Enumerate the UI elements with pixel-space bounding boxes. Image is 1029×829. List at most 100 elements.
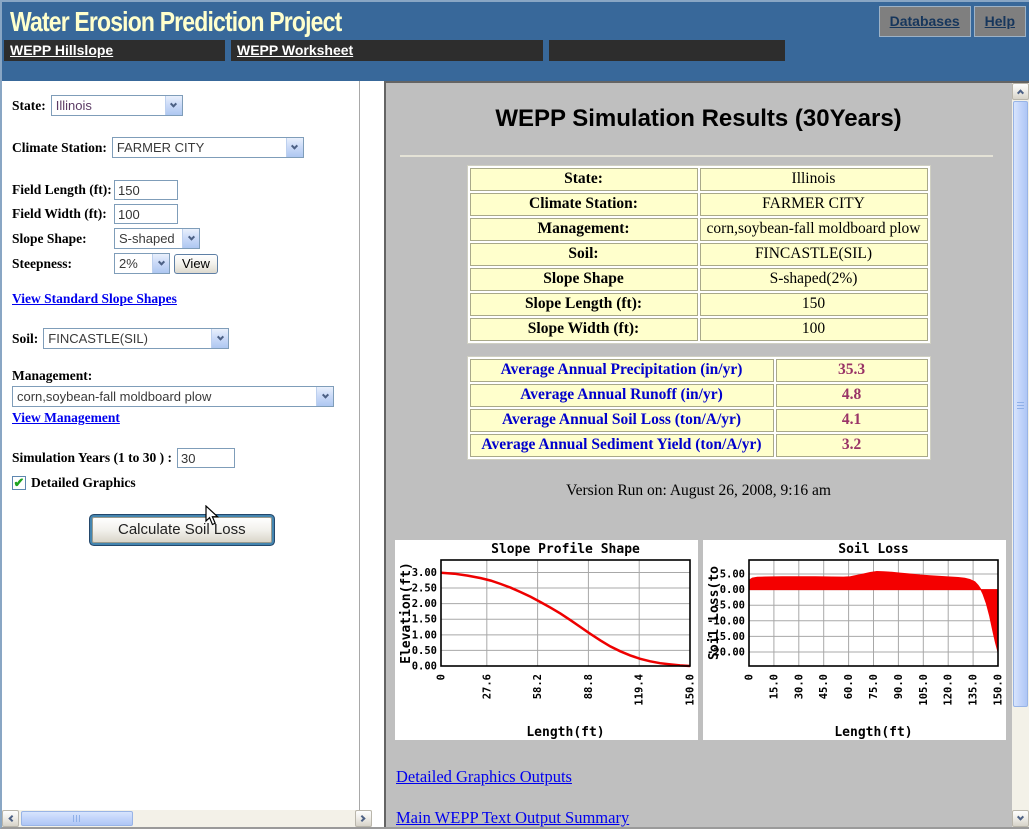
simulation-years-label: Simulation Years (1 to 30 ) :: [12, 450, 172, 465]
row-label: Slope Width (ft):: [469, 318, 698, 341]
field-length-input[interactable]: [114, 180, 178, 200]
table-row: Management: corn,soybean-fall moldboard p…: [469, 218, 928, 241]
scroll-right-button[interactable]: [355, 810, 372, 827]
scroll-down-button[interactable]: [1012, 810, 1029, 827]
svg-text:Length(ft): Length(ft): [834, 725, 912, 740]
table-row: State: Illinois: [469, 168, 928, 191]
svg-text:1.50: 1.50: [412, 614, 437, 626]
main-wepp-text-output-link[interactable]: Main WEPP Text Output Summary: [396, 808, 630, 827]
horizontal-scrollbar[interactable]: [2, 810, 372, 827]
row-label: Average Annual Precipitation (in/yr): [469, 359, 774, 382]
tab-wepp-hillslope[interactable]: WEPP Hillslope: [4, 40, 225, 61]
svg-text:3.00: 3.00: [412, 567, 437, 579]
state-label: State:: [12, 97, 46, 113]
vertical-scrollbar-thumb[interactable]: [1013, 101, 1028, 707]
table-row: Average Annual Soil Loss (ton/A/yr) 4.1: [469, 409, 928, 432]
svg-text:2.00: 2.00: [412, 598, 437, 610]
calculate-soil-loss-button[interactable]: Calculate Soil Loss: [92, 517, 272, 543]
view-management-link[interactable]: View Management: [12, 410, 120, 425]
app-title: Water Erosion Prediction Project: [10, 6, 342, 37]
svg-text:119.4: 119.4: [634, 674, 646, 706]
svg-text:Soil Loss(to: Soil Loss(to: [707, 566, 722, 660]
svg-text:Slope Profile Shape: Slope Profile Shape: [491, 542, 640, 557]
steepness-select[interactable]: 2%: [114, 253, 170, 274]
svg-text:-20.00: -20.00: [707, 646, 745, 658]
databases-button[interactable]: Databases: [878, 6, 971, 37]
svg-text:0: 0: [436, 674, 448, 680]
help-button[interactable]: Help: [973, 6, 1026, 37]
table-row: Slope Width (ft): 100: [469, 318, 928, 341]
svg-text:-15.00: -15.00: [707, 631, 745, 643]
detailed-graphics-outputs-link[interactable]: Detailed Graphics Outputs: [396, 767, 572, 786]
row-value: 4.8: [775, 384, 928, 407]
row-value: 100: [699, 318, 928, 341]
vertical-scrollbar[interactable]: [1012, 83, 1029, 827]
svg-text:5.00: 5.00: [720, 569, 745, 581]
detailed-graphics-checkbox[interactable]: ✔: [12, 476, 26, 490]
field-width-input[interactable]: [114, 204, 178, 224]
detailed-graphics-label: Detailed Graphics: [31, 475, 136, 490]
table-row: Average Annual Runoff (in/yr) 4.8: [469, 384, 928, 407]
management-label: Management:: [12, 368, 93, 383]
results-title: WEPP Simulation Results (30Years): [495, 105, 902, 132]
chevron-down-icon[interactable]: [316, 387, 333, 406]
row-label: Average Annual Sediment Yield (ton/A/yr): [469, 434, 774, 457]
tab-wepp-worksheet[interactable]: WEPP Worksheet: [231, 40, 543, 61]
view-standard-slope-shapes-link[interactable]: View Standard Slope Shapes: [12, 291, 177, 306]
charts-row: 0.00 0.50 1.00 1.50 2.00 2.50 3.00 0 27.6 58.2 88.…: [395, 540, 1006, 740]
table-row: Slope Length (ft): 150: [469, 293, 928, 316]
row-label: State:: [469, 168, 698, 191]
horizontal-scrollbar-thumb[interactable]: [21, 811, 133, 826]
slope-shape-label: Slope Shape:: [12, 230, 87, 246]
row-label: Management:: [469, 218, 698, 241]
svg-text:150.0: 150.0: [993, 674, 1005, 706]
scroll-left-button[interactable]: [2, 810, 19, 827]
svg-text:15.0: 15.0: [768, 674, 780, 699]
svg-text:58.2: 58.2: [532, 674, 544, 699]
soil-select[interactable]: FINCASTLE(SIL): [43, 328, 230, 349]
panel-divider: [359, 81, 360, 810]
svg-text:150.0: 150.0: [685, 674, 697, 706]
chevron-down-icon[interactable]: [285, 138, 303, 157]
table-row: Climate Station: FARMER CITY: [469, 193, 928, 216]
table-row: Soil: FINCASTLE(SIL): [469, 243, 928, 266]
svg-text:0.00: 0.00: [412, 661, 437, 673]
field-width-label: Field Width (ft):: [12, 206, 107, 221]
table-row: Average Annual Sediment Yield (ton/A/yr)…: [469, 434, 928, 457]
climate-station-select[interactable]: FARMER CITY: [111, 137, 304, 158]
svg-text:30.0: 30.0: [793, 674, 805, 699]
chevron-down-icon[interactable]: [164, 96, 182, 115]
soil-loss-chart: 5.00 0.00 -5.00 -10.00 -15.00 -20.00 0 15.0 30.0…: [703, 540, 1006, 740]
svg-text:60.0: 60.0: [843, 674, 855, 699]
management-select[interactable]: corn,soybean-fall moldboard plow: [12, 386, 334, 407]
scroll-up-button[interactable]: [1012, 83, 1029, 100]
svg-text:2.50: 2.50: [412, 583, 437, 595]
field-length-label: Field Length (ft):: [12, 182, 112, 197]
state-select[interactable]: Illinois: [50, 95, 183, 116]
panel-gap: [372, 81, 384, 827]
chevron-down-icon[interactable]: [152, 254, 169, 273]
svg-text:0.00: 0.00: [720, 584, 745, 596]
climate-station-label: Climate Station:: [12, 139, 107, 155]
svg-text:0.50: 0.50: [412, 645, 437, 657]
view-slope-button[interactable]: View: [174, 253, 218, 274]
row-label: Slope Shape: [469, 268, 698, 291]
row-value: corn,soybean-fall moldboard plow: [699, 218, 928, 241]
chevron-down-icon[interactable]: [182, 229, 199, 248]
svg-text:88.8: 88.8: [583, 674, 595, 699]
svg-text:105.0: 105.0: [918, 674, 930, 706]
svg-text:Elevation(ft): Elevation(ft): [399, 562, 414, 664]
slope-profile-chart: 0.00 0.50 1.00 1.50 2.00 2.50 3.00 0 27.6 58.2 88.…: [395, 540, 698, 740]
svg-text:45.0: 45.0: [818, 674, 830, 699]
svg-text:75.0: 75.0: [868, 674, 880, 699]
row-value: FINCASTLE(SIL): [699, 243, 928, 266]
table-row: Average Annual Precipitation (in/yr) 35.3: [469, 359, 928, 382]
row-value: Illinois: [699, 168, 928, 191]
main-content: State: Illinois Climate Station: FARMER …: [2, 81, 1029, 827]
simulation-years-input[interactable]: [177, 448, 235, 468]
slope-shape-select[interactable]: S-shaped: [114, 228, 200, 249]
svg-text:135.0: 135.0: [968, 674, 980, 706]
chevron-down-icon[interactable]: [211, 329, 229, 348]
row-label: Climate Station:: [469, 193, 698, 216]
row-value: 3.2: [775, 434, 928, 457]
